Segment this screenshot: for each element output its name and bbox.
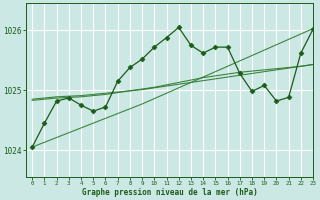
X-axis label: Graphe pression niveau de la mer (hPa): Graphe pression niveau de la mer (hPa) [82, 188, 258, 197]
